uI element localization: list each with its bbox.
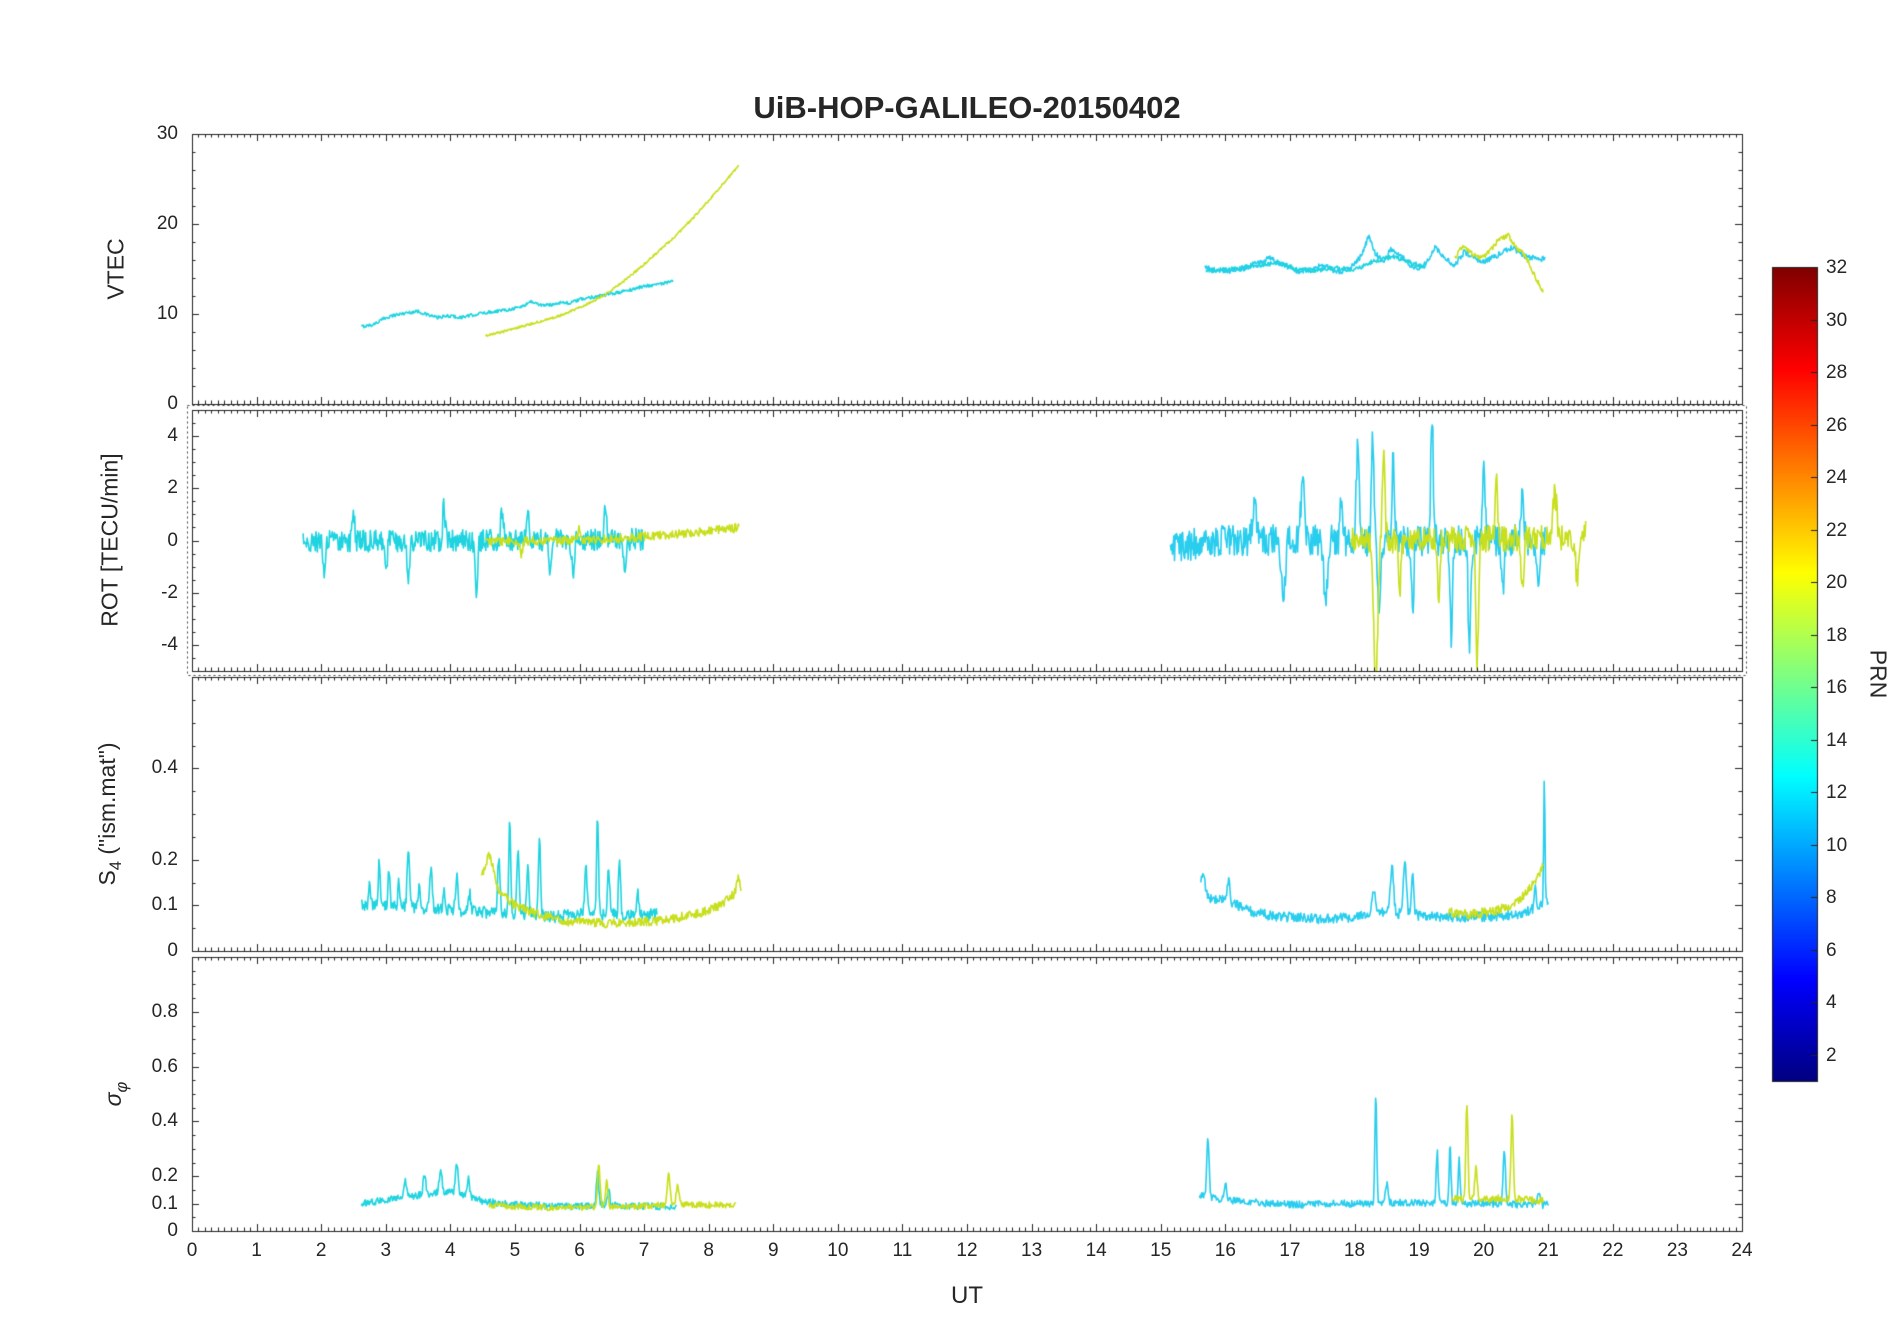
ylabel-phi-sub: φ [111, 1081, 131, 1093]
x-tick-label: 9 [767, 1240, 779, 1261]
y-tick-label: -4 [161, 633, 178, 655]
x-tick-label: 3 [380, 1240, 392, 1261]
x-tick-label: 24 [1731, 1240, 1753, 1261]
x-tick-label: 17 [1279, 1240, 1301, 1261]
colorbar-tick-label: 4 [1826, 991, 1837, 1013]
ylabel-s4-main: S [94, 870, 121, 886]
y-tick-label: 0.2 [151, 848, 178, 870]
x-tick-label: 1 [251, 1240, 262, 1261]
colorbar-tick-label: 10 [1826, 834, 1848, 856]
colorbar-tick-label: 8 [1826, 886, 1837, 908]
y-tick-label: 10 [156, 303, 178, 324]
colorbar-tick-label: 14 [1826, 729, 1848, 751]
y-tick-label: 20 [156, 213, 178, 234]
colorbar-tick-label: 28 [1826, 361, 1848, 383]
y-tick-label: 0.2 [151, 1165, 178, 1187]
y-tick-label: 0 [167, 529, 178, 551]
y-tick-label: 0 [167, 940, 178, 961]
colorbar-tick-label: 6 [1826, 939, 1837, 961]
y-tick-label: 0.1 [151, 894, 178, 916]
x-tick-label: 14 [1085, 1240, 1107, 1261]
colorbar-tick-label: 24 [1826, 466, 1848, 488]
x-tick-label: 7 [638, 1240, 650, 1261]
colorbar-tick-label: 26 [1826, 414, 1848, 436]
x-tick-label: 6 [574, 1240, 585, 1261]
colorbar-tick-label: 18 [1826, 624, 1848, 646]
xlabel-ut: UT [951, 1282, 983, 1309]
x-tick-label: 19 [1408, 1240, 1430, 1261]
y-tick-label: 0 [167, 1220, 178, 1241]
ylabel-sigma: σ [100, 1092, 127, 1107]
colorbar-tick-label: 2 [1826, 1044, 1837, 1066]
colorbar-label-prn: PRN [1865, 649, 1892, 699]
chart-title: UiB-HOP-GALILEO-20150402 [753, 90, 1181, 125]
y-tick-label: 0 [167, 393, 178, 414]
x-tick-label: 0 [186, 1240, 198, 1261]
x-tick-label: 21 [1537, 1240, 1559, 1261]
y-tick-label: 4 [167, 425, 178, 447]
x-tick-label: 5 [509, 1240, 521, 1261]
x-tick-label: 15 [1150, 1240, 1172, 1261]
y-tick-label: 0.4 [151, 1110, 178, 1132]
x-tick-label: 4 [445, 1240, 456, 1261]
x-tick-label: 23 [1666, 1240, 1688, 1261]
ylabel-sigma-phi: σφ [100, 1082, 132, 1107]
x-tick-label: 22 [1602, 1240, 1624, 1261]
colorbar-tick-label: 22 [1826, 519, 1848, 541]
y-tick-label: 2 [167, 477, 178, 499]
y-tick-label: 0.4 [151, 757, 178, 779]
ylabel-vtec: VTEC [102, 238, 129, 300]
y-tick-label: 0.6 [151, 1055, 178, 1077]
y-tick-label: -2 [161, 581, 178, 603]
x-tick-label: 13 [1021, 1240, 1043, 1261]
x-tick-label: 8 [703, 1240, 714, 1261]
colorbar-tick-label: 16 [1826, 676, 1848, 698]
colorbar-tick-label: 20 [1826, 571, 1848, 593]
x-tick-label: 11 [892, 1240, 913, 1261]
x-tick-label: 20 [1473, 1240, 1495, 1261]
y-tick-label: 30 [156, 123, 178, 144]
y-tick-label: 0.8 [151, 1000, 178, 1022]
x-tick-label: 2 [315, 1240, 327, 1261]
colorbar-tick-label: 32 [1826, 256, 1848, 278]
x-tick-label: 12 [956, 1240, 978, 1261]
x-tick-label: 18 [1343, 1240, 1366, 1261]
colorbar-tick-label: 30 [1826, 309, 1848, 331]
y-tick-label: 0.1 [151, 1192, 178, 1214]
x-tick-label: 16 [1214, 1240, 1236, 1261]
colorbar-tick-label: 12 [1826, 781, 1848, 803]
x-tick-label: 10 [827, 1240, 849, 1261]
